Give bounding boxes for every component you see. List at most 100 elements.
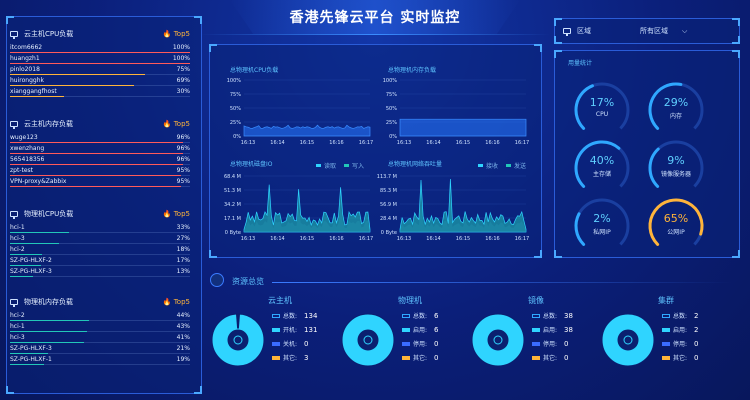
chevron-down-icon: ⌵	[682, 26, 688, 35]
x-tick-label: 16:17	[515, 236, 529, 242]
usage-gauge: 2% 私网IP	[572, 196, 632, 256]
item-percent: 100%	[172, 44, 190, 51]
item-percent: 95%	[176, 178, 190, 185]
net-legend: 接收 发送	[478, 161, 526, 170]
list-item[interactable]: hci-2 18%	[10, 244, 190, 255]
progress-bar	[10, 254, 43, 255]
top5-badge[interactable]: 🔥 Top5	[162, 120, 190, 128]
item-percent: 69%	[176, 77, 190, 84]
mem-chart-title: 总物理机内存负载	[388, 67, 437, 74]
list-item[interactable]: itcom6662 100%	[10, 42, 190, 53]
resource-stat: 其它: 0	[662, 353, 699, 362]
gauge-value: 65%	[663, 212, 689, 225]
gauge-arc	[574, 212, 586, 246]
list-item[interactable]: SZ-PG-HLXF-3 21%	[10, 343, 190, 354]
x-tick-label: 16:17	[359, 236, 373, 242]
list-item[interactable]: zpt-test 95%	[10, 165, 190, 176]
stat-value: 3	[304, 353, 309, 362]
monitor-icon	[10, 211, 18, 219]
gauge-label: 公网IP	[667, 229, 685, 236]
gauge-arc	[574, 140, 621, 188]
list-item[interactable]: huirongghk 69%	[10, 75, 190, 86]
y-tick-label: 100%	[227, 78, 242, 84]
section-title: 物理机CPU负载	[24, 210, 74, 218]
list-item[interactable]: SZ-PG-HLXF-3 13%	[10, 266, 190, 277]
progress-bar	[10, 232, 70, 233]
usage-panel	[554, 50, 740, 258]
stat-value: 2	[694, 325, 699, 334]
resources-title: 资源总览	[232, 277, 264, 286]
gauge-label: 主存储	[592, 171, 611, 178]
resource-stat: 总数: 6	[402, 311, 439, 320]
stat-label: 启用:	[413, 327, 428, 334]
stat-label: 启用:	[543, 327, 558, 334]
gauge-arc	[648, 82, 683, 130]
header-band	[230, 0, 520, 34]
y-tick-label: 56.9 M	[380, 202, 397, 208]
x-tick-label: 16:16	[329, 140, 343, 146]
list-item[interactable]: hci-1 33%	[10, 222, 190, 233]
item-percent: 13%	[176, 268, 190, 275]
item-name: SZ-PG-HLXF-2	[10, 257, 52, 264]
list-item[interactable]: xianggangfhost 30%	[10, 86, 190, 97]
cpu-chart-title: 总物理机CPU负载	[230, 67, 279, 74]
y-tick-label: 17.1 M	[224, 216, 241, 222]
list-item[interactable]: SZ-PG-HLXF-1 19%	[10, 354, 190, 365]
top5-badge[interactable]: 🔥 Top5	[162, 210, 190, 218]
progress-bar	[10, 74, 145, 75]
gauge-arc	[648, 198, 704, 246]
resource-group: 云主机 总数: 134 开机: 131 关机: 0 其它: 3	[210, 295, 340, 395]
stat-label: 总数:	[673, 313, 688, 320]
stat-value: 131	[304, 325, 318, 334]
list-item[interactable]: wuge123 96%	[10, 132, 190, 143]
resource-group: 集群 总数: 2 启用: 2 停用: 0 其它: 0	[600, 295, 730, 395]
list-item[interactable]: xwenzhang 96%	[10, 143, 190, 154]
list-item[interactable]: hci-3 41%	[10, 332, 190, 343]
host-mem-section: 物理机内存负载 🔥 Top5 hci-2 44% hci-1 43% hci-3 41% S…	[10, 294, 190, 365]
vm-mem-section: 云主机内存负载 🔥 Top5 wuge123 96% xwenzhang 96% 565…	[10, 116, 190, 187]
stat-label: 停用:	[413, 341, 428, 348]
x-tick-label: 16:17	[515, 140, 529, 146]
progress-bar	[10, 175, 181, 176]
progress-bar	[10, 153, 183, 154]
x-tick-label: 16:13	[397, 236, 411, 242]
stat-label: 开机:	[283, 327, 298, 334]
gauge-value: 17%	[589, 96, 615, 109]
progress-bar	[10, 164, 183, 165]
list-item[interactable]: hci-2 44%	[10, 310, 190, 321]
gauge-value: 9%	[667, 154, 685, 167]
x-tick-label: 16:14	[426, 236, 440, 242]
top5-badge[interactable]: 🔥 Top5	[162, 298, 190, 306]
list-item[interactable]: hci-3 27%	[10, 233, 190, 244]
item-percent: 96%	[176, 134, 190, 141]
list-item[interactable]: SZ-PG-HLXF-2 17%	[10, 255, 190, 266]
progress-bar	[10, 331, 88, 332]
resource-stat: 关机: 0	[272, 339, 309, 348]
usage-title: 用量统计	[568, 60, 593, 67]
progress-bar	[10, 364, 45, 365]
region-select[interactable]: 所有区域 ⌵	[640, 26, 688, 36]
progress-bar	[10, 243, 59, 244]
disk-chart-title: 总物理机磁盘IO	[230, 161, 273, 168]
section-title: 云主机CPU负载	[24, 30, 74, 38]
x-tick-label: 16:15	[300, 236, 314, 242]
list-item[interactable]: 565418356 96%	[10, 154, 190, 165]
y-tick-label: 51.3 M	[224, 188, 241, 194]
stat-label: 总数:	[413, 313, 428, 320]
item-percent: 41%	[176, 334, 190, 341]
list-item[interactable]: hci-1 43%	[10, 321, 190, 332]
list-item[interactable]: VPN-proxy&Zabbix 95%	[10, 176, 190, 187]
resource-stat: 总数: 38	[532, 311, 573, 320]
list-item[interactable]: huangzh1 100%	[10, 53, 190, 64]
section-title: 物理机内存负载	[24, 298, 73, 306]
donut-chart	[341, 313, 395, 367]
item-name: hci-3	[10, 235, 25, 242]
resource-stat: 总数: 134	[272, 311, 317, 320]
list-item[interactable]: pinlo2018 75%	[10, 64, 190, 75]
item-percent: 27%	[176, 235, 190, 242]
gauge-label: 私网IP	[593, 229, 611, 236]
top5-badge[interactable]: 🔥 Top5	[162, 30, 190, 38]
stat-label: 总数:	[283, 313, 298, 320]
